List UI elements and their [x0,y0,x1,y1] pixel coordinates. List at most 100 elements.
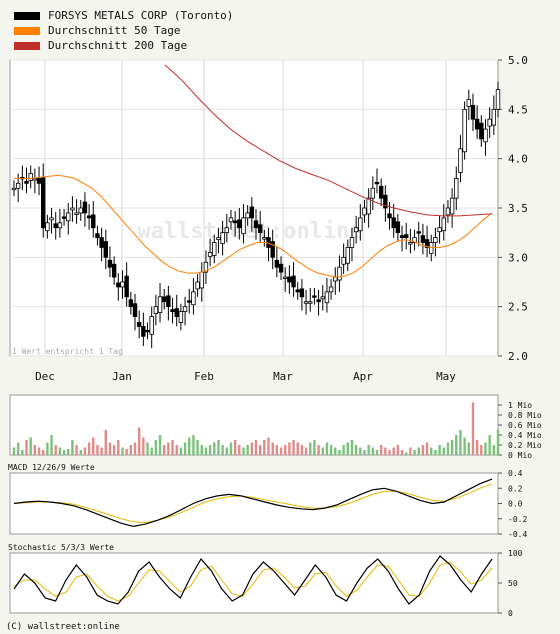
volume-bar [396,445,400,455]
candle-body [324,291,330,304]
candle-body [157,296,163,313]
volume-bar [29,437,32,455]
candle-body [141,325,146,337]
candle-body [61,216,67,219]
candle-body [345,247,350,264]
candle-body [466,99,471,107]
volume-bar [188,437,191,455]
volume-bar [367,445,370,455]
candle-body [128,299,134,308]
legend-swatch-stock [14,11,40,20]
volume-bar [233,440,237,455]
candle-body [149,316,154,335]
candle-body [253,220,259,229]
volume-bar [488,435,491,455]
volume-bar [163,445,166,455]
volume-bar [475,440,479,455]
volume-bar [442,447,445,455]
volume-bar [167,442,170,455]
volume-bar [413,450,416,455]
candle-body [483,128,488,143]
volume-bar [284,445,287,455]
volume-bar [79,450,82,455]
month-label: Jan [112,370,132,383]
candle-body [470,104,476,120]
volume-bar [375,450,379,455]
candle-body [49,217,54,221]
volume-bar [25,440,28,455]
volume-bar [446,442,450,455]
macd-title: MACD 12/26/9 Werte [8,463,95,472]
volume-bar [83,447,87,455]
stochastic-k-line [13,555,493,605]
volume-bar [246,445,249,455]
candle-body [166,295,171,308]
volume-bar [58,447,62,455]
candle-body [349,237,355,248]
candle-body [395,221,401,234]
candle-body [145,329,150,333]
volume-bar [484,442,487,455]
volume-bar [309,442,312,455]
candle-body [78,207,83,214]
volume-bar [455,435,458,455]
volume-bar [409,447,412,455]
volume-bar [204,447,208,455]
volume-bar [92,437,95,455]
candle-body [57,222,63,229]
legend-swatch-ma50 [14,26,40,35]
candle-body [399,235,405,238]
volume-bar [400,450,404,455]
macd-panel [9,472,499,535]
candle-body [474,118,480,130]
volume-bar [384,447,387,455]
candle-body [295,289,300,293]
volume-bar [263,440,266,455]
candle-body [491,108,497,126]
stochastic-tick-label: 100 [508,549,523,558]
candle-body [257,224,263,234]
volume-bar [96,445,99,455]
candle-body [320,296,325,300]
volume-bar [379,445,383,455]
candle-body [111,263,117,278]
volume-bar [75,445,78,455]
copyright-footer: (C) wallstreet:online [6,622,120,632]
volume-bar [146,442,149,455]
volume-bar [112,445,116,455]
volume-bar [421,445,425,455]
candle-body [454,177,459,199]
candle-body [303,301,309,304]
candle-body [195,281,200,290]
candle-body [228,217,234,223]
candle-body [178,311,184,323]
volume-bar [50,435,53,455]
candle-body [462,108,467,153]
volume-bar [150,447,153,455]
candle-body [203,261,209,273]
candle-body [249,206,255,219]
candle-body [216,237,221,240]
candle-body [366,197,371,215]
macd-line [13,478,493,528]
candle-body [70,207,75,211]
volume-bar [388,450,391,455]
candle-body [416,231,421,234]
candle-body [374,181,380,185]
candle-body [299,288,305,298]
volume-bar [438,445,441,455]
macd-tick-label: 0.0 [508,500,523,509]
candle-body [187,300,192,303]
volume-bar [480,445,483,455]
macd-signal-line [13,483,493,524]
candle-body [283,276,288,279]
volume-bar [117,440,120,455]
volume-bar [200,445,203,455]
legend: FORSYS METALS CORP (Toronto) Durchschnit… [14,8,233,53]
volume-bar [321,447,324,455]
candle-body [412,237,417,243]
volume-bar [392,447,395,455]
volume-bar [258,445,262,455]
candle-body [224,227,229,234]
candle-body [358,217,363,232]
